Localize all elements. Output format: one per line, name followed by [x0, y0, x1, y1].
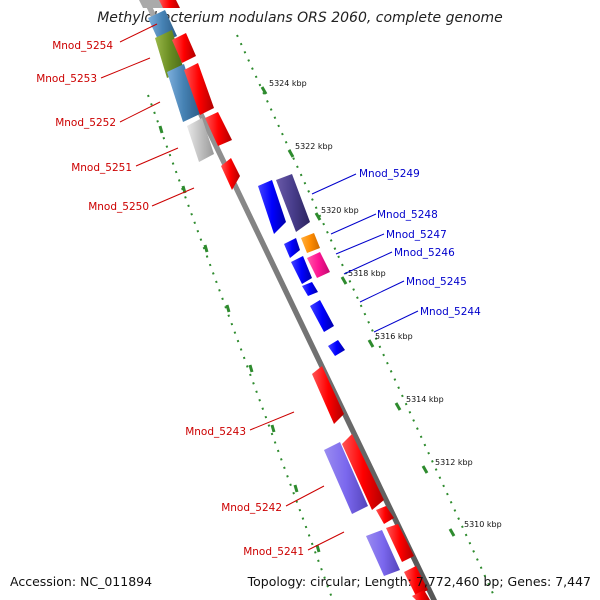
- gene-label-mnod-5243[interactable]: Mnod_5243: [185, 426, 246, 438]
- gene-label-mnod-5251[interactable]: Mnod_5251: [71, 162, 132, 174]
- gene-arrow[interactable]: [301, 233, 320, 253]
- kbp-label: 5310 kbp: [464, 520, 502, 529]
- genome-summary-text: Topology: circular; Length: 7,772,460 bp…: [247, 574, 591, 589]
- gene-label-mnod-5242[interactable]: Mnod_5242: [221, 502, 282, 514]
- kbp-label: 5322 kbp: [295, 142, 333, 151]
- gene-arrow[interactable]: [366, 530, 400, 576]
- kbp-label: 5314 kbp: [406, 395, 444, 404]
- gene-arrow[interactable]: [167, 64, 200, 122]
- gene-label-mnod-5244[interactable]: Mnod_5244: [420, 306, 481, 318]
- gene-arrow[interactable]: [221, 158, 240, 190]
- gene-arrow[interactable]: [310, 300, 334, 332]
- gene-arrow[interactable]: [276, 174, 310, 232]
- left-leader-lines: [100, 23, 345, 551]
- gene-label-mnod-5250[interactable]: Mnod_5250: [88, 201, 149, 213]
- gene-arrow[interactable]: [139, 0, 164, 8]
- gene-arrow[interactable]: [386, 524, 414, 562]
- kbp-label: 5316 kbp: [375, 332, 413, 341]
- gene-arrow[interactable]: [284, 238, 300, 258]
- gene-arrow[interactable]: [172, 33, 196, 63]
- gene-arrow[interactable]: [187, 118, 214, 162]
- kbp-label: 5312 kbp: [435, 458, 473, 467]
- gene-arrow[interactable]: [312, 366, 344, 424]
- gene-arrow[interactable]: [205, 112, 232, 146]
- gene-label-mnod-5241[interactable]: Mnod_5241: [243, 546, 304, 558]
- gene-arrow[interactable]: [159, 0, 180, 8]
- gene-label-mnod-5249[interactable]: Mnod_5249: [359, 168, 420, 180]
- gene-label-mnod-5245[interactable]: Mnod_5245: [406, 276, 467, 288]
- gene-arrow[interactable]: [155, 30, 184, 78]
- kbp-label: 5320 kbp: [321, 206, 359, 215]
- major-tick-marks: [158, 86, 456, 553]
- gene-arrow[interactable]: [258, 180, 286, 234]
- right-lane-genes: [258, 174, 345, 356]
- kbp-label: 5324 kbp: [269, 79, 307, 88]
- kbp-label: 5318 kbp: [348, 269, 386, 278]
- right-leader-lines: [311, 173, 419, 333]
- gene-label-mnod-5253[interactable]: Mnod_5253: [36, 73, 97, 85]
- gene-arrow[interactable]: [404, 566, 428, 596]
- gene-label-mnod-5254[interactable]: Mnod_5254: [52, 40, 113, 52]
- map-title: Methylobacterium nodulans ORS 2060, comp…: [97, 10, 503, 26]
- accession-text: Accession: NC_011894: [10, 574, 153, 589]
- left-lane-genes: [139, 0, 430, 600]
- gene-arrow[interactable]: [184, 63, 214, 115]
- gene-label-mnod-5246[interactable]: Mnod_5246: [394, 247, 455, 259]
- gene-arrow[interactable]: [291, 256, 312, 284]
- genome-backbone: [143, 0, 437, 600]
- gene-label-mnod-5247[interactable]: Mnod_5247: [386, 229, 447, 241]
- gene-arrow[interactable]: [302, 282, 318, 296]
- gene-arrow[interactable]: [307, 252, 330, 278]
- gene-arrow[interactable]: [376, 506, 394, 524]
- inner-tick-track: [147, 94, 333, 599]
- gene-arrow[interactable]: [412, 590, 430, 600]
- gene-label-mnod-5252[interactable]: Mnod_5252: [55, 117, 116, 129]
- gene-arrow[interactable]: [342, 434, 384, 510]
- gene-arrow[interactable]: [324, 442, 368, 514]
- gene-label-mnod-5248[interactable]: Mnod_5248: [377, 209, 438, 221]
- gene-arrow[interactable]: [328, 340, 345, 356]
